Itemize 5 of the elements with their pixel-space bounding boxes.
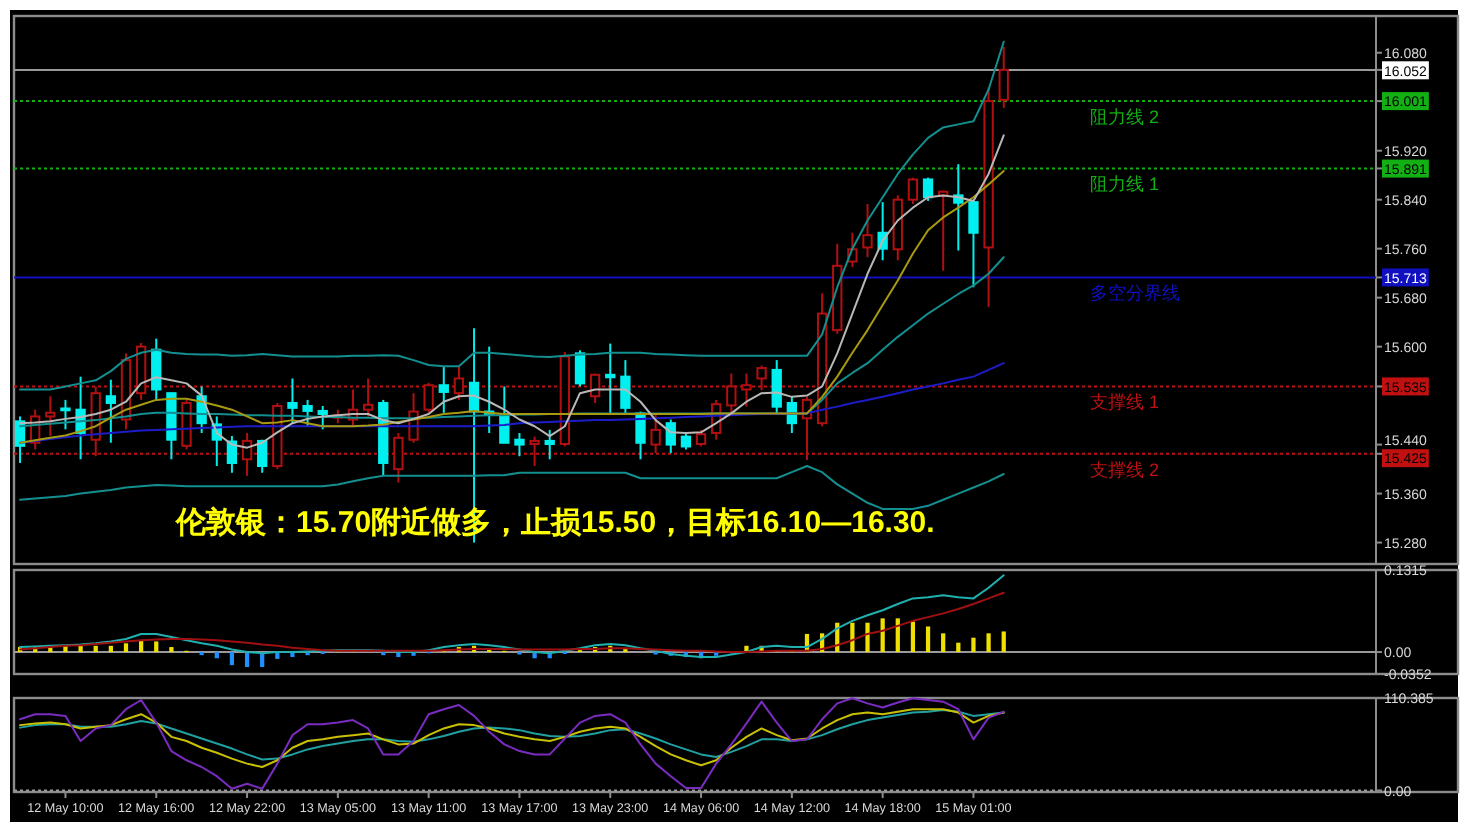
ref-line-label: 支撑线 1	[1089, 392, 1160, 413]
ref-line-label: 阻力线 2	[1089, 107, 1160, 128]
ref-line-label: 多空分界线	[1089, 283, 1180, 304]
ref-line-label: 支撑线 2	[1089, 459, 1160, 480]
ref-line-label: 阻力线 1	[1089, 174, 1160, 195]
